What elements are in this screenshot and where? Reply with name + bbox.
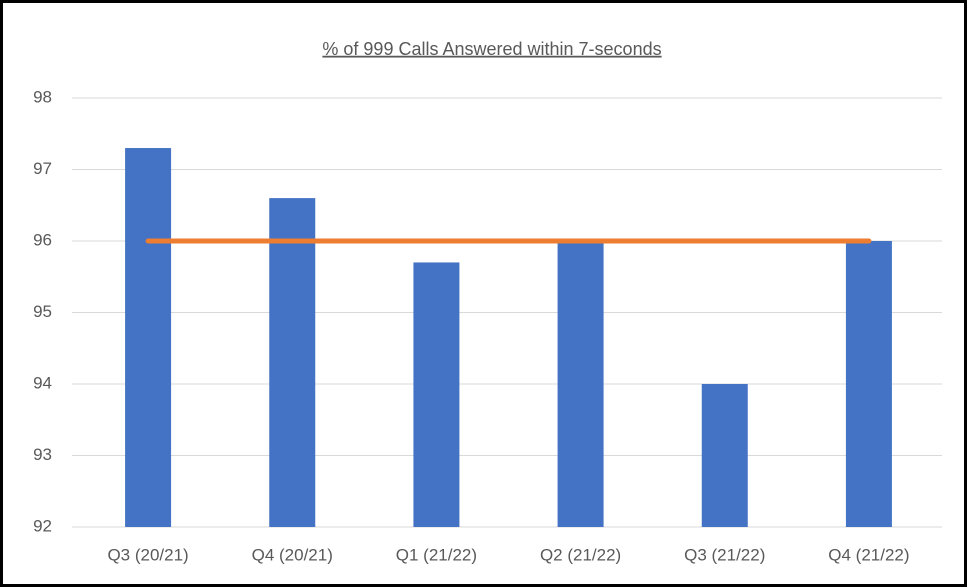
- bar: [413, 262, 460, 527]
- y-tick-label: 93: [33, 445, 52, 464]
- x-tick-label: Q3 (21/22): [684, 545, 765, 564]
- bar: [125, 148, 172, 528]
- x-tick-label: Q4 (21/22): [828, 545, 909, 564]
- y-tick-label: 94: [33, 373, 52, 392]
- y-tick-label: 97: [33, 159, 52, 178]
- bar: [701, 384, 748, 527]
- y-tick-label: 92: [33, 516, 52, 535]
- x-tick-label: Q2 (21/22): [540, 545, 621, 564]
- bar: [557, 241, 604, 527]
- x-tick-label: Q4 (20/21): [252, 545, 333, 564]
- bar: [845, 241, 892, 527]
- x-tick-label: Q1 (21/22): [396, 545, 477, 564]
- y-tick-label: 95: [33, 302, 52, 321]
- bar: [269, 198, 316, 527]
- chart-title: % of 999 Calls Answered within 7-seconds: [322, 39, 661, 59]
- x-tick-label: Q3 (20/21): [107, 545, 188, 564]
- y-tick-label: 96: [33, 230, 52, 249]
- y-tick-label: 98: [33, 87, 52, 106]
